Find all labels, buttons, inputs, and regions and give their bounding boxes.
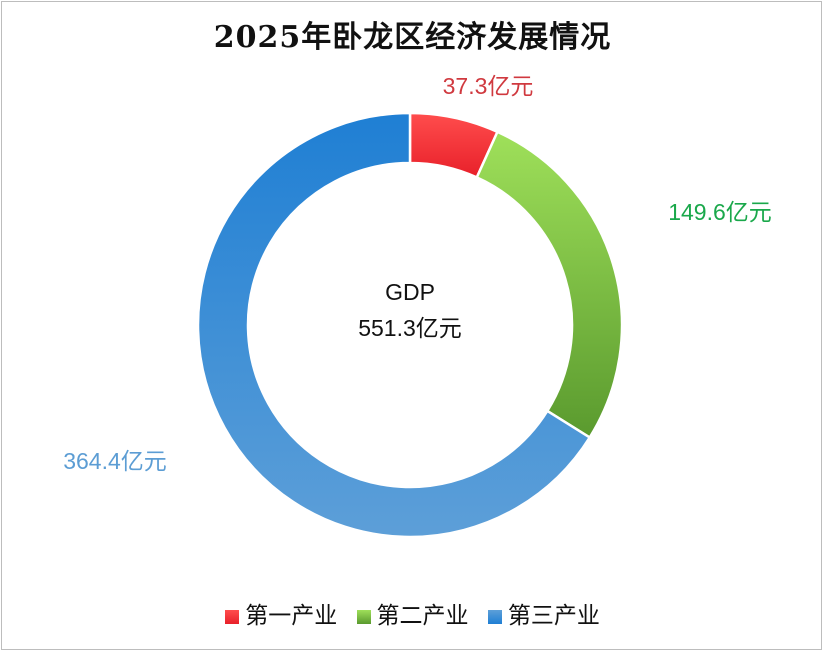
legend-label: 第二产业 [376, 603, 469, 629]
legend-item-primary: 第一产业 [225, 596, 337, 630]
legend-swatch [487, 610, 502, 624]
slice-value-label: 37.3亿元 [443, 73, 534, 99]
legend-swatch [225, 610, 240, 624]
legend-item-tertiary: 第三产业 [487, 596, 600, 630]
legend-label: 第一产业 [245, 603, 338, 629]
center-value: 551.3亿元 [358, 315, 462, 341]
legend: 第一产业 第二产业 第三产业 [0, 596, 825, 630]
donut-slice-2 [475, 130, 624, 440]
slice-value-label: 364.4亿元 [63, 448, 167, 474]
donut-slice-3 [196, 111, 592, 539]
slice-value-label: 149.6亿元 [668, 199, 772, 225]
chart-title: 2025年卧龙区经济发展情况 [213, 20, 612, 55]
center-label: GDP [385, 279, 435, 305]
legend-swatch [356, 610, 371, 624]
legend-item-secondary: 第二产业 [356, 596, 469, 630]
legend-label: 第三产业 [507, 603, 600, 629]
